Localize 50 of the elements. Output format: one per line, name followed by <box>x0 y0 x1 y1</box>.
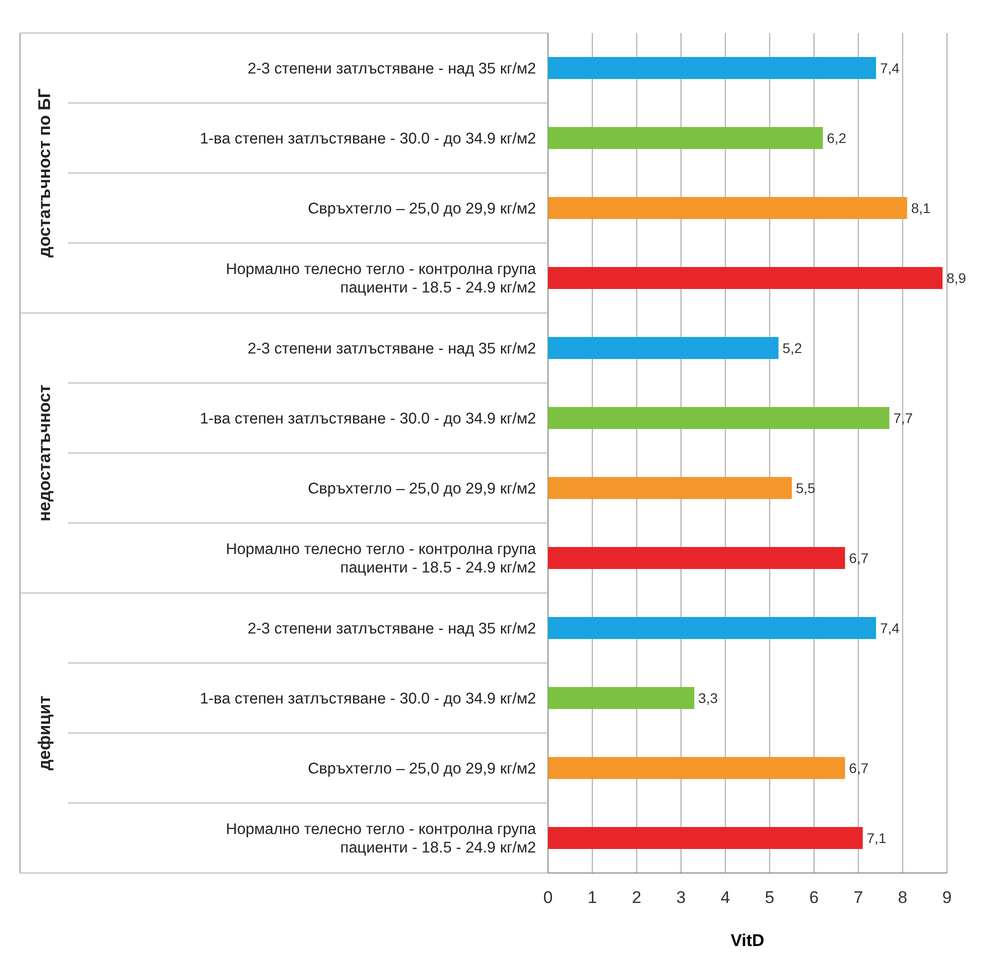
x-tick-label: 1 <box>588 888 598 907</box>
x-tick-label: 5 <box>764 888 774 907</box>
y-tick-label: Свръхтегло – 25,0 до 29,9 кг/м2 <box>308 200 536 218</box>
data-label: 3,3 <box>698 690 718 706</box>
data-label: 8,1 <box>911 200 931 216</box>
bar <box>548 197 908 219</box>
data-label: 6,7 <box>849 760 869 776</box>
x-tick-label: 4 <box>720 888 730 907</box>
bar <box>548 687 694 709</box>
y-tick-label: Нормално телесно тегло - контролна група пациенти - 18.5 - 24.9 кг/м2 <box>226 261 536 297</box>
y-tick-label: Свръхтегло – 25,0 до 29,9 кг/м2 <box>308 480 536 498</box>
y-tick-label: 1-ва степен затлъстяване - 30.0 - до 34.9 кг/м2 <box>200 410 536 428</box>
data-label: 5,5 <box>796 480 816 496</box>
data-label: 6,2 <box>826 130 847 146</box>
data-label: 7,4 <box>880 620 900 636</box>
data-label: 7,7 <box>893 410 914 426</box>
y-tick-label: 2-3 степени затлъстяване - над 35 кг/м2 <box>248 60 536 78</box>
bar <box>548 407 890 429</box>
y-tick-label: 2-3 степени затлъстяване - над 35 кг/м2 <box>248 620 536 638</box>
bar <box>548 757 846 779</box>
text: недостатъчност <box>35 384 54 522</box>
data-label: 5,2 <box>782 340 802 356</box>
bar <box>548 57 876 79</box>
y-tick-label: Свръхтегло – 25,0 до 29,9 кг/м2 <box>308 760 536 778</box>
data-label: 6,7 <box>849 550 869 566</box>
x-tick-label: 2 <box>632 888 642 907</box>
x-tick-label: 7 <box>854 888 864 907</box>
x-axis-title: VitD <box>730 931 764 950</box>
bar <box>548 267 943 289</box>
bar <box>548 477 792 499</box>
x-tick-label: 3 <box>676 888 686 907</box>
bar <box>548 127 823 149</box>
x-tick-label: 8 <box>898 888 908 907</box>
bar <box>548 617 876 639</box>
data-label: 7,4 <box>880 60 900 76</box>
x-tick-label: 9 <box>942 888 952 907</box>
data-label: 8,9 <box>946 270 966 286</box>
x-tick-label: 0 <box>543 888 553 907</box>
y-tick-label: 2-3 степени затлъстяване - над 35 кг/м2 <box>248 340 536 358</box>
y-tick-label: 1-ва степен затлъстяване - 30.0 - до 34.9 кг/м2 <box>200 690 536 708</box>
x-tick-label: 6 <box>809 888 819 907</box>
y-tick-label: Нормално телесно тегло - контролна група пациенти - 18.5 - 24.9 кг/м2 <box>226 541 536 577</box>
y-tick-label: 1-ва степен затлъстяване - 30.0 - до 34.9 кг/м2 <box>200 130 536 148</box>
text: достатъчност по БГ <box>35 88 54 258</box>
bar <box>548 547 846 569</box>
y-tick-label: Нормално телесно тегло - контролна група пациенти - 18.5 - 24.9 кг/м2 <box>226 821 536 857</box>
bar <box>548 827 863 849</box>
text: дефицит <box>35 696 54 770</box>
bar <box>548 337 779 359</box>
data-label: 7,1 <box>866 830 886 846</box>
